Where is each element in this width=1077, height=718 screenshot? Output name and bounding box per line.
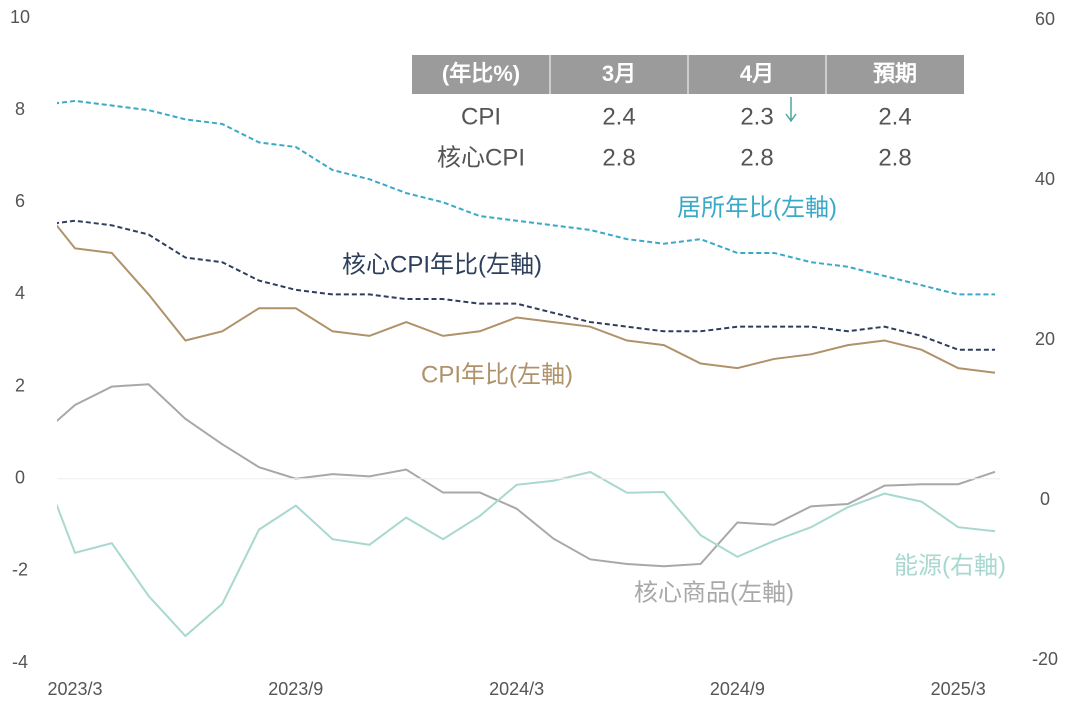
table-cell: 2.8: [878, 144, 911, 171]
y-tick-label: 0: [15, 467, 25, 487]
y-tick-label: 8: [15, 99, 25, 119]
y-tick-label: -4: [12, 652, 28, 672]
series-label: 居所年比(左軸): [677, 194, 837, 221]
series-line: [57, 383, 996, 568]
series-line: [57, 224, 996, 374]
x-tick-label: 2023/9: [268, 679, 323, 699]
table-cell: 2.8: [740, 144, 773, 171]
series-label: 能源(右軸): [894, 552, 1006, 579]
y2-tick-label: 20: [1035, 329, 1055, 349]
y-tick-label: 10: [10, 7, 30, 27]
series-line: [57, 470, 996, 638]
series-label: 核心CPI年比(左軸): [342, 251, 542, 278]
x-tick-label: 2024/9: [710, 679, 765, 699]
y2-tick-label: -20: [1032, 649, 1058, 669]
down-arrow: [785, 97, 797, 123]
table-cell: 2.3: [740, 103, 773, 130]
x-tick-label: 2025/3: [931, 679, 986, 699]
table-cell: CPI: [461, 103, 501, 130]
table-header: 預期: [873, 61, 917, 86]
table-cell: 2.8: [602, 144, 635, 171]
y-tick-label: -2: [12, 560, 28, 580]
table-cell: 2.4: [878, 103, 911, 130]
y-tick-label: 6: [15, 191, 25, 211]
table-header: 3月: [602, 61, 636, 86]
table-header: (年比%): [442, 61, 520, 86]
table-header: 4月: [740, 61, 774, 86]
x-tick-label: 2024/3: [489, 679, 544, 699]
table-cell: 2.4: [602, 103, 635, 130]
series-line: [57, 219, 995, 351]
series-label: CPI年比(左軸): [421, 361, 573, 388]
table-cell: 核心CPI: [437, 144, 525, 171]
series-line: [57, 99, 995, 296]
x-tick-label: 2023/3: [47, 679, 102, 699]
y-tick-label: 4: [15, 283, 25, 303]
y2-tick-label: 60: [1035, 9, 1055, 29]
plot-area: [57, 99, 996, 638]
y-tick-label: 2: [15, 375, 25, 395]
y2-tick-label: 40: [1035, 169, 1055, 189]
y2-tick-label: 0: [1040, 489, 1050, 509]
series-label: 核心商品(左軸): [634, 579, 794, 606]
